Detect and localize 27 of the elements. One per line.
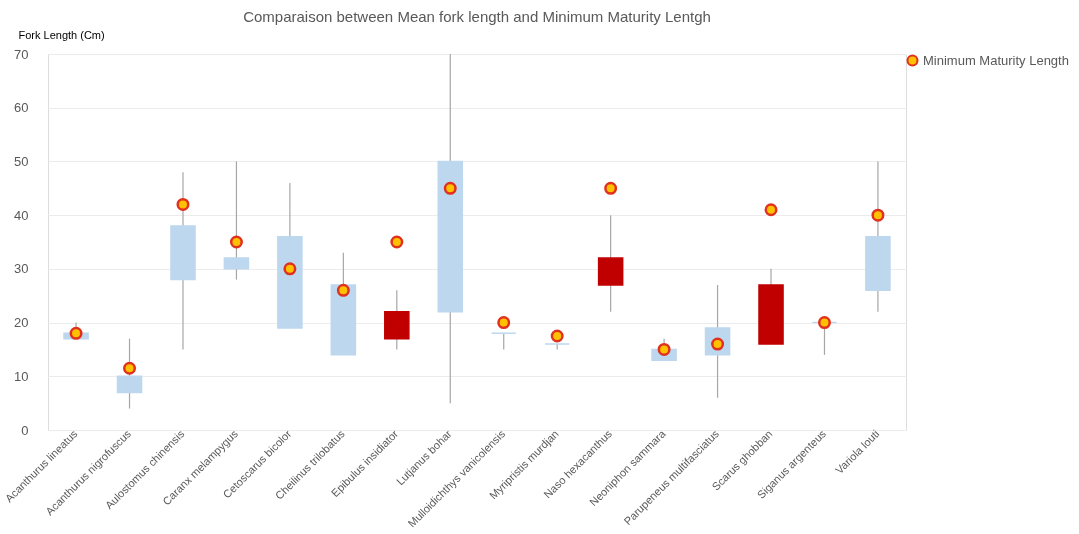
point (123, 361, 137, 375)
point (604, 181, 618, 195)
point (336, 283, 350, 297)
point (497, 316, 511, 330)
point (550, 329, 564, 343)
point (817, 316, 831, 330)
point (657, 342, 671, 356)
point (283, 262, 297, 276)
point (443, 181, 457, 195)
point (229, 235, 243, 249)
y-tick-label: 70 (14, 46, 29, 62)
point (871, 208, 885, 222)
point (390, 235, 404, 249)
point (176, 197, 190, 211)
y-tick-label: 20 (14, 315, 29, 331)
y-axis-title: Fork Length (Cm) (18, 28, 105, 41)
y-tick-label: 0 (21, 422, 29, 438)
chart-title: Comparaison between Mean fork length and Minimum Maturity Lentgh (243, 8, 711, 25)
point (764, 203, 778, 217)
point (69, 326, 83, 340)
y-tick-label: 60 (14, 100, 29, 116)
y-tick-label: 50 (14, 153, 29, 169)
y-tick-label: 10 (14, 368, 29, 384)
y-tick-label: 40 (14, 207, 29, 223)
legend-label: Minimum Maturity Length (923, 52, 1069, 68)
candlestick (223, 160, 250, 281)
y-tick-label: 30 (14, 261, 29, 277)
